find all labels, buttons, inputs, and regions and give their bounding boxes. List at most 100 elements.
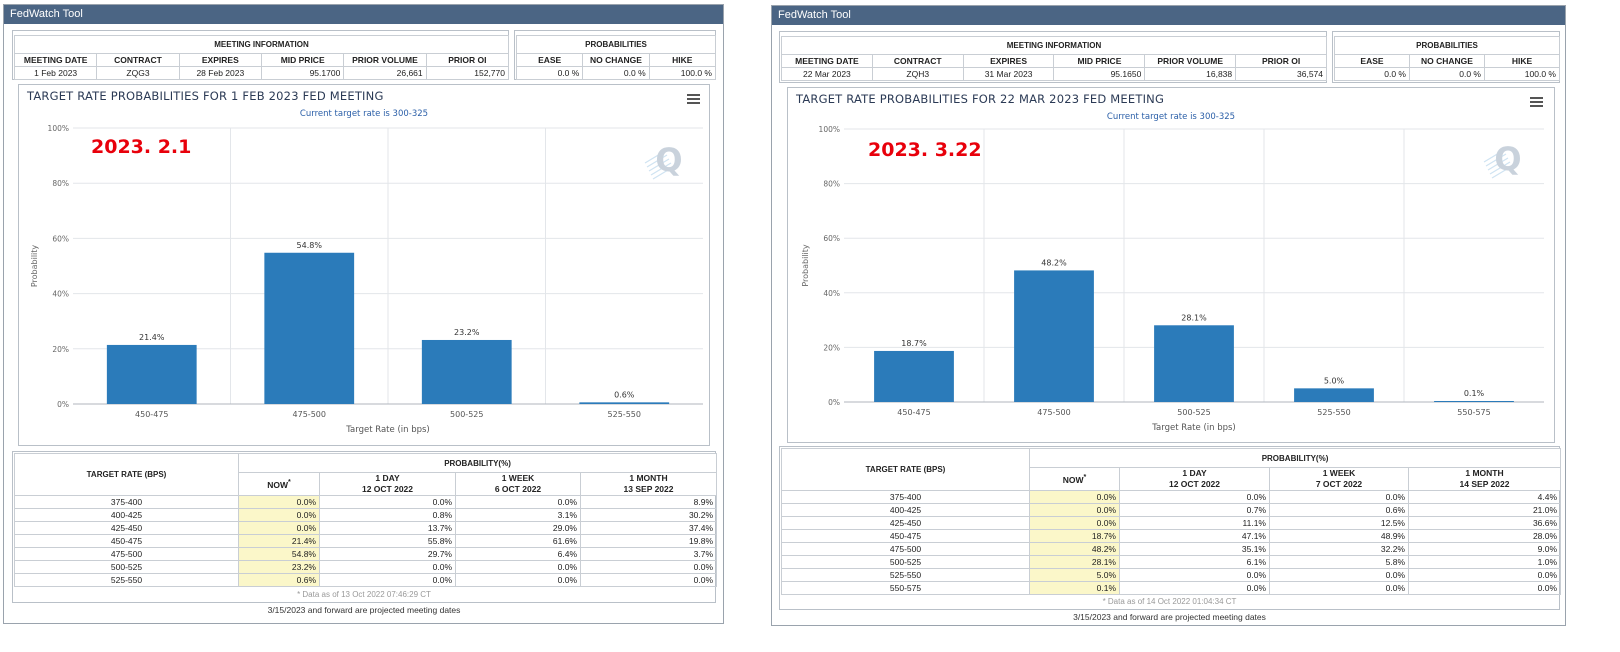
now-cell: 0.6%	[238, 573, 320, 587]
now-footnote-marker: *	[288, 478, 291, 487]
now-header: NOW*	[238, 472, 320, 496]
one-day-cell: 29.7%	[319, 547, 456, 561]
x-tick-label: 450-475	[897, 408, 930, 417]
col-no-change: NO CHANGE	[1409, 54, 1485, 68]
target-rate-cell: 525-550	[781, 568, 1030, 582]
bar	[874, 350, 954, 402]
one-day-cell: 0.0%	[1119, 568, 1270, 582]
footer-note: 3/15/2023 and forward are projected meet…	[267, 605, 461, 615]
target-rate-cell: 450-475	[14, 534, 239, 548]
now-header-label: NOW	[267, 479, 288, 490]
hike-value: 100.0 %	[648, 66, 717, 80]
now-cell: 18.7%	[1029, 529, 1120, 543]
now-cell: 0.0%	[1029, 490, 1120, 504]
hamburger-menu-icon[interactable]	[687, 94, 700, 104]
chart-title: TARGET RATE PROBABILITIES FOR 1 FEB 2023…	[26, 89, 384, 103]
table-row: 550-575 0.1% 0.0% 0.0% 0.0%	[781, 581, 1562, 595]
y-tick-label: 40%	[823, 289, 840, 298]
one-day-cell: 0.8%	[319, 508, 456, 522]
one-day-cell: 0.0%	[319, 560, 456, 574]
col-contract: CONTRACT	[871, 54, 964, 68]
bar-data-label: 54.8%	[297, 241, 323, 250]
target-rate-cell: 525-550	[14, 573, 239, 587]
table-row: 425-450 0.0% 13.7% 29.0% 37.4%	[14, 521, 718, 535]
one-month-cell: 4.4%	[1407, 490, 1562, 504]
ease-value: 0.0 %	[1334, 67, 1410, 81]
one-week-cell: 12.5%	[1269, 516, 1409, 530]
x-tick-label: 475-500	[1037, 408, 1070, 417]
date-annotation: 2023. 3.22	[868, 139, 982, 161]
x-axis-label: Target Rate (in bps)	[345, 425, 430, 435]
y-tick-label: 100%	[48, 124, 69, 133]
now-cell: 0.0%	[1029, 503, 1120, 517]
col-mid-price: MID PRICE	[1053, 54, 1146, 68]
one-day-date: 12 OCT 2022	[1168, 479, 1221, 489]
now-cell: 0.0%	[238, 508, 320, 522]
data-as-of-note: * Data as of 14 Oct 2022 01:04:34 CT	[1102, 597, 1237, 606]
target-rate-header: TARGET RATE (BPS)	[14, 453, 239, 496]
fedwatch-panel-feb: FedWatch Tool MEETING INFORMATION MEETIN…	[3, 4, 724, 624]
table-row: 500-525 23.2% 0.0% 0.0% 0.0%	[14, 560, 718, 574]
target-rate-cell: 475-500	[781, 542, 1030, 556]
col-contract: CONTRACT	[96, 53, 180, 67]
data-as-of-note: * Data as of 13 Oct 2022 07:46:29 CT	[297, 590, 431, 599]
bar	[1014, 270, 1094, 402]
one-month-cell: 37.4%	[579, 521, 718, 535]
q-logo-icon: Q	[1483, 140, 1522, 179]
one-day-cell: 0.7%	[1119, 503, 1270, 517]
hamburger-menu-icon[interactable]	[1530, 97, 1543, 107]
one-day-cell: 47.1%	[1119, 529, 1270, 543]
table-row: 375-400 0.0% 0.0% 0.0% 8.9%	[14, 495, 718, 509]
date-annotation: 2023. 2.1	[91, 136, 191, 158]
prior-oi-value: 36,574	[1235, 67, 1327, 81]
col-hike: HIKE	[1484, 54, 1560, 68]
one-week-header: 1 WEEK 7 OCT 2022	[1269, 467, 1409, 491]
one-week-cell: 0.0%	[1269, 581, 1409, 595]
one-day-cell: 13.7%	[319, 521, 456, 535]
one-week-header: 1 WEEK 6 OCT 2022	[455, 472, 581, 496]
q-logo-stroke	[652, 166, 674, 180]
now-cell: 0.0%	[1029, 516, 1120, 530]
probability-table: TARGET RATE (BPS) PROBABILITY(%) NOW* 1 …	[781, 448, 1562, 595]
q-logo-stroke	[1483, 149, 1505, 163]
bar	[579, 402, 670, 404]
target-rate-cell: 400-425	[781, 503, 1030, 517]
x-tick-label: 450-475	[135, 410, 168, 419]
y-axis-label: Probability	[801, 244, 810, 287]
q-logo-letter: Q	[655, 141, 682, 179]
q-logo-stroke	[646, 154, 668, 168]
now-cell: 0.0%	[238, 495, 320, 509]
one-day-label: 1 DAY	[375, 473, 400, 484]
q-logo-icon: Q	[644, 141, 683, 180]
one-month-cell: 0.0%	[579, 560, 718, 574]
one-week-cell: 29.0%	[455, 521, 581, 535]
bar-data-label: 21.4%	[139, 333, 165, 342]
target-rate-cell: 375-400	[14, 495, 239, 509]
table-row: 525-550 0.6% 0.0% 0.0% 0.0%	[14, 573, 718, 587]
one-day-cell: 11.1%	[1119, 516, 1270, 530]
x-axis-label: Target Rate (in bps)	[1151, 423, 1236, 433]
footer-note: 3/15/2023 and forward are projected meet…	[1073, 612, 1266, 622]
mid-price-value: 95.1650	[1053, 67, 1146, 81]
x-tick-label: 550-575	[1457, 408, 1490, 417]
window-title: FedWatch Tool	[772, 6, 1565, 25]
table-row: 450-475 21.4% 55.8% 61.6% 19.8%	[14, 534, 718, 548]
bar-chart: TARGET RATE PROBABILITIES FOR 1 FEB 2023…	[26, 89, 703, 435]
meeting-info-table: MEETING INFORMATION MEETING DATE CONTRAC…	[781, 36, 1327, 81]
prior-oi-value: 152,770	[425, 66, 510, 80]
table-row: 400-425 0.0% 0.8% 3.1% 30.2%	[14, 508, 718, 522]
col-prior-oi: PRIOR OI	[425, 53, 510, 67]
target-rate-cell: 500-525	[14, 560, 239, 574]
one-month-label: 1 MONTH	[1465, 468, 1504, 479]
now-footnote-marker: *	[1083, 473, 1087, 482]
probabilities-table: PROBABILITIES EASE NO CHANGE HIKE 0.0 % …	[515, 35, 717, 80]
one-month-cell: 8.9%	[579, 495, 718, 509]
target-rate-cell: 425-450	[781, 516, 1030, 530]
q-logo-letter: Q	[1494, 140, 1521, 178]
one-week-date: 7 OCT 2022	[1315, 479, 1363, 489]
y-tick-label: 0%	[57, 400, 69, 409]
q-logo-stroke	[1487, 157, 1509, 171]
chart-subtitle: Current target rate is 300-325	[1107, 112, 1235, 122]
col-expires: EXPIRES	[178, 53, 262, 67]
col-prior-oi: PRIOR OI	[1235, 54, 1327, 68]
